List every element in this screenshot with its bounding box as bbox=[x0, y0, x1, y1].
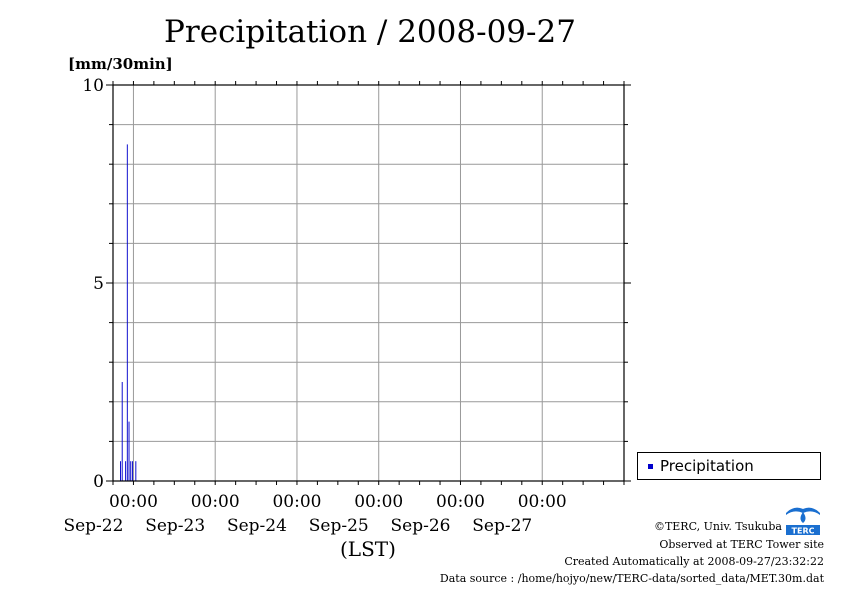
x-tick-date: Sep-24 bbox=[227, 516, 287, 536]
x-tick-date: Sep-22 bbox=[63, 516, 123, 536]
plot-frame bbox=[112, 84, 625, 482]
legend-marker bbox=[648, 464, 653, 469]
x-tick-date: Sep-23 bbox=[145, 516, 205, 536]
x-tick-date: Sep-26 bbox=[390, 516, 450, 536]
y-tick-label: 10 bbox=[82, 76, 104, 96]
x-tick-date: Sep-25 bbox=[309, 516, 369, 536]
logo-text: TERC bbox=[792, 527, 815, 536]
precip-bar bbox=[126, 144, 128, 481]
copyright-text: ©TERC, Univ. Tsukuba bbox=[653, 520, 782, 533]
y-tick-label: 5 bbox=[93, 274, 104, 294]
legend-label: Precipitation bbox=[660, 457, 754, 475]
source-text: Data source : /home/hojyo/new/TERC-data/… bbox=[439, 572, 824, 585]
precip-bar bbox=[130, 461, 132, 481]
precip-bar bbox=[131, 461, 133, 481]
x-tick-time: 00:00 bbox=[109, 492, 158, 512]
x-tick-time: 00:00 bbox=[191, 492, 240, 512]
x-tick-time: 00:00 bbox=[272, 492, 321, 512]
legend: Precipitation bbox=[637, 452, 821, 480]
precip-bar bbox=[120, 461, 121, 481]
terc-logo: TERC bbox=[784, 503, 822, 537]
precip-bar bbox=[128, 421, 130, 481]
y-axis-label: [mm/30min] bbox=[68, 55, 173, 73]
precip-bar bbox=[121, 382, 123, 481]
observed-text: Observed at TERC Tower site bbox=[659, 538, 824, 551]
x-tick-date: Sep-27 bbox=[472, 516, 532, 536]
y-tick-label: 0 bbox=[93, 472, 104, 492]
x-axis-label: (LST) bbox=[340, 537, 396, 561]
created-text: Created Automatically at 2008-09-27/23:3… bbox=[564, 555, 824, 568]
x-tick-time: 00:00 bbox=[354, 492, 403, 512]
precip-bar bbox=[125, 461, 127, 481]
x-tick-time: 00:00 bbox=[436, 492, 485, 512]
x-tick-time: 00:00 bbox=[518, 492, 567, 512]
precip-bar bbox=[135, 461, 137, 481]
chart-title: Precipitation / 2008-09-27 bbox=[164, 14, 576, 50]
